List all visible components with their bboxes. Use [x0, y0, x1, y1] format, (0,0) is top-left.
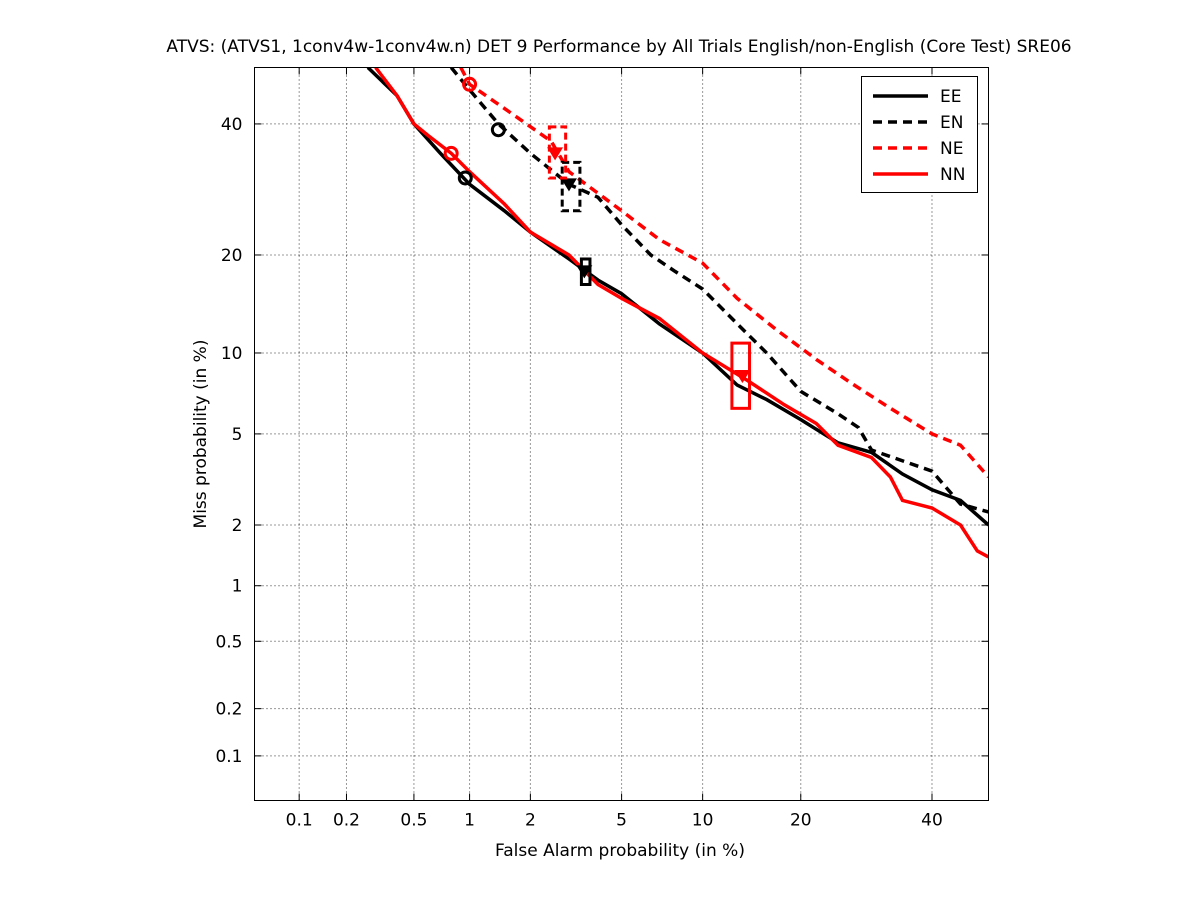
y-tick-label: 1	[232, 577, 243, 597]
x-tick-label: 40	[921, 811, 943, 831]
y-axis-label: Miss probability (in %)	[191, 340, 211, 529]
x-tick-label: 5	[616, 811, 627, 831]
legend-label-ne: NE	[940, 139, 963, 159]
x-tick-label: 0.5	[400, 811, 427, 831]
act-dcf-marker-en	[490, 122, 506, 138]
legend: EE EN NE NN	[861, 76, 978, 193]
x-tick-label: 0.2	[333, 811, 360, 831]
y-tick-label: 0.5	[215, 632, 242, 652]
x-tick-label: 0.1	[286, 811, 313, 831]
y-tick-label: 10	[221, 344, 243, 364]
x-tick-label: 20	[790, 811, 812, 831]
series-line-en	[449, 67, 989, 514]
conf-box-nn	[730, 341, 752, 410]
act-dcf-marker-ee	[457, 170, 473, 186]
chart-title: ATVS: (ATVS1, 1conv4w-1conv4w.n) DET 9 P…	[166, 37, 1071, 57]
x-axis-ticks: 0.1 0.2 0.5 1 2 5 10 20 40	[286, 67, 943, 831]
x-tick-label: 2	[525, 811, 536, 831]
x-axis-label: False Alarm probability (in %)	[495, 841, 745, 861]
legend-label-nn: NN	[940, 165, 965, 185]
min-dcf-marker-nn	[734, 370, 751, 384]
min-dcf-marker-ee	[576, 265, 593, 279]
legend-label-en: EN	[940, 113, 963, 133]
series-line-ne	[459, 67, 989, 479]
legend-label-ee: EE	[940, 87, 961, 107]
x-tick-label: 10	[692, 811, 714, 831]
y-tick-label: 0.2	[215, 700, 242, 720]
act-dcf-marker-ne	[462, 76, 478, 92]
y-tick-label: 40	[221, 115, 243, 135]
dcf-markers	[443, 76, 752, 410]
series-line-ee	[366, 67, 989, 527]
y-tick-label: 2	[232, 516, 243, 536]
act-dcf-marker-nn	[443, 145, 459, 161]
y-tick-label: 0.1	[215, 747, 242, 767]
min-dcf-marker-ne	[547, 147, 564, 161]
y-tick-label: 20	[221, 246, 243, 266]
y-tick-label: 5	[232, 425, 243, 445]
min-dcf-marker-en	[560, 178, 577, 192]
y-axis-ticks: 0.1 0.2 0.5 1 2 5 10 20 40	[215, 115, 989, 767]
x-tick-label: 1	[464, 811, 475, 831]
